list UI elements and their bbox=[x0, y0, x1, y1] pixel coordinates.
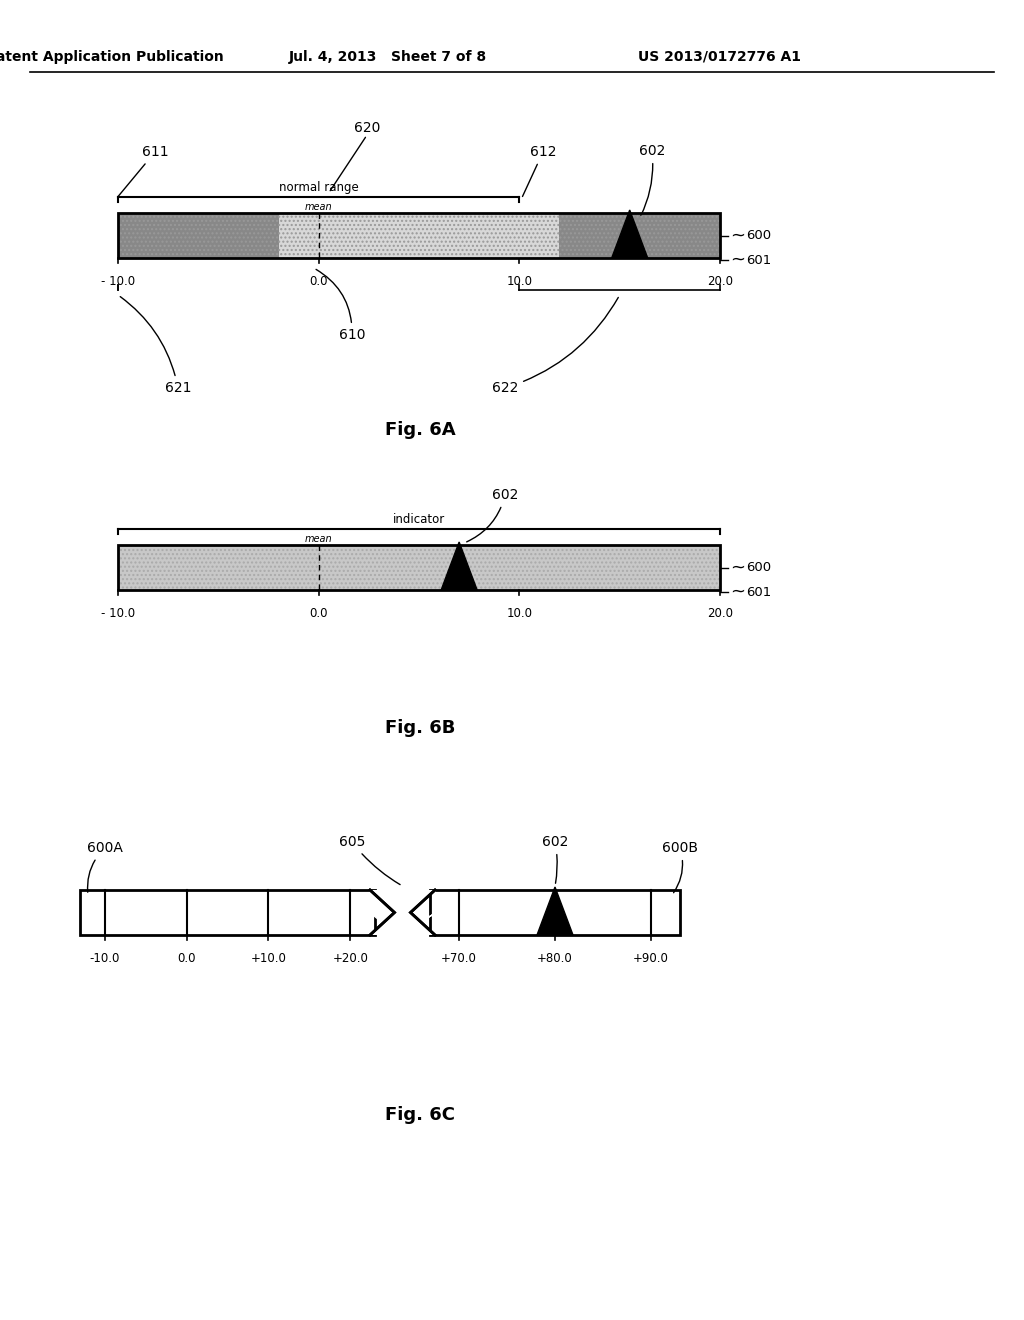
Text: 600: 600 bbox=[746, 228, 771, 242]
Text: 602: 602 bbox=[467, 488, 518, 543]
Text: 600: 600 bbox=[746, 561, 771, 574]
Text: 600B: 600B bbox=[662, 841, 698, 892]
Text: +70.0: +70.0 bbox=[441, 952, 477, 965]
Text: 600A: 600A bbox=[87, 841, 123, 892]
Bar bbox=[118, 545, 720, 590]
Text: ~: ~ bbox=[730, 227, 745, 244]
Bar bbox=[118, 213, 720, 257]
Bar bbox=[118, 213, 279, 257]
Text: 0.0: 0.0 bbox=[177, 952, 196, 965]
Text: 602: 602 bbox=[639, 144, 666, 215]
Text: normal range: normal range bbox=[279, 181, 358, 194]
Text: mean: mean bbox=[305, 535, 333, 544]
Text: 602: 602 bbox=[542, 836, 568, 883]
Text: ~: ~ bbox=[730, 251, 745, 269]
Bar bbox=[118, 213, 720, 257]
Text: 621: 621 bbox=[120, 297, 191, 395]
Text: US 2013/0172776 A1: US 2013/0172776 A1 bbox=[639, 50, 802, 63]
Bar bbox=[118, 545, 720, 590]
Text: 10.0: 10.0 bbox=[506, 275, 532, 288]
Text: Patent Application Publication: Patent Application Publication bbox=[0, 50, 224, 63]
Text: 612: 612 bbox=[522, 145, 556, 197]
Bar bbox=[430, 890, 680, 935]
Text: 611: 611 bbox=[118, 145, 168, 197]
Text: 620: 620 bbox=[354, 121, 380, 135]
Bar bbox=[118, 213, 720, 257]
Text: -10.0: -10.0 bbox=[89, 952, 120, 965]
Text: 601: 601 bbox=[746, 586, 771, 598]
Text: +80.0: +80.0 bbox=[538, 952, 572, 965]
Text: 622: 622 bbox=[492, 297, 618, 395]
Polygon shape bbox=[611, 210, 648, 257]
Polygon shape bbox=[441, 543, 477, 590]
Bar bbox=[80, 890, 375, 935]
Text: ~: ~ bbox=[730, 583, 745, 601]
Text: - 10.0: - 10.0 bbox=[101, 275, 135, 288]
Text: +10.0: +10.0 bbox=[251, 952, 287, 965]
Text: 0.0: 0.0 bbox=[309, 607, 328, 620]
Text: - 10.0: - 10.0 bbox=[101, 607, 135, 620]
Text: +20.0: +20.0 bbox=[333, 952, 369, 965]
Text: Jul. 4, 2013   Sheet 7 of 8: Jul. 4, 2013 Sheet 7 of 8 bbox=[289, 50, 487, 63]
Text: +90.0: +90.0 bbox=[633, 952, 669, 965]
Text: ~: ~ bbox=[730, 558, 745, 577]
Polygon shape bbox=[370, 890, 435, 935]
Text: 10.0: 10.0 bbox=[506, 607, 532, 620]
Text: indicator: indicator bbox=[393, 513, 445, 525]
Text: 0.0: 0.0 bbox=[309, 275, 328, 288]
Polygon shape bbox=[537, 887, 573, 935]
Text: Fig. 6B: Fig. 6B bbox=[385, 719, 456, 737]
Text: 20.0: 20.0 bbox=[707, 275, 733, 288]
Bar bbox=[559, 213, 720, 257]
Text: 605: 605 bbox=[339, 836, 400, 884]
Bar bbox=[279, 213, 559, 257]
Text: 610: 610 bbox=[316, 269, 366, 342]
Text: mean: mean bbox=[305, 202, 333, 213]
Bar bbox=[118, 545, 720, 590]
Text: 601: 601 bbox=[746, 253, 771, 267]
Text: Fig. 6A: Fig. 6A bbox=[385, 421, 456, 440]
Text: Fig. 6C: Fig. 6C bbox=[385, 1106, 455, 1125]
Text: 20.0: 20.0 bbox=[707, 607, 733, 620]
